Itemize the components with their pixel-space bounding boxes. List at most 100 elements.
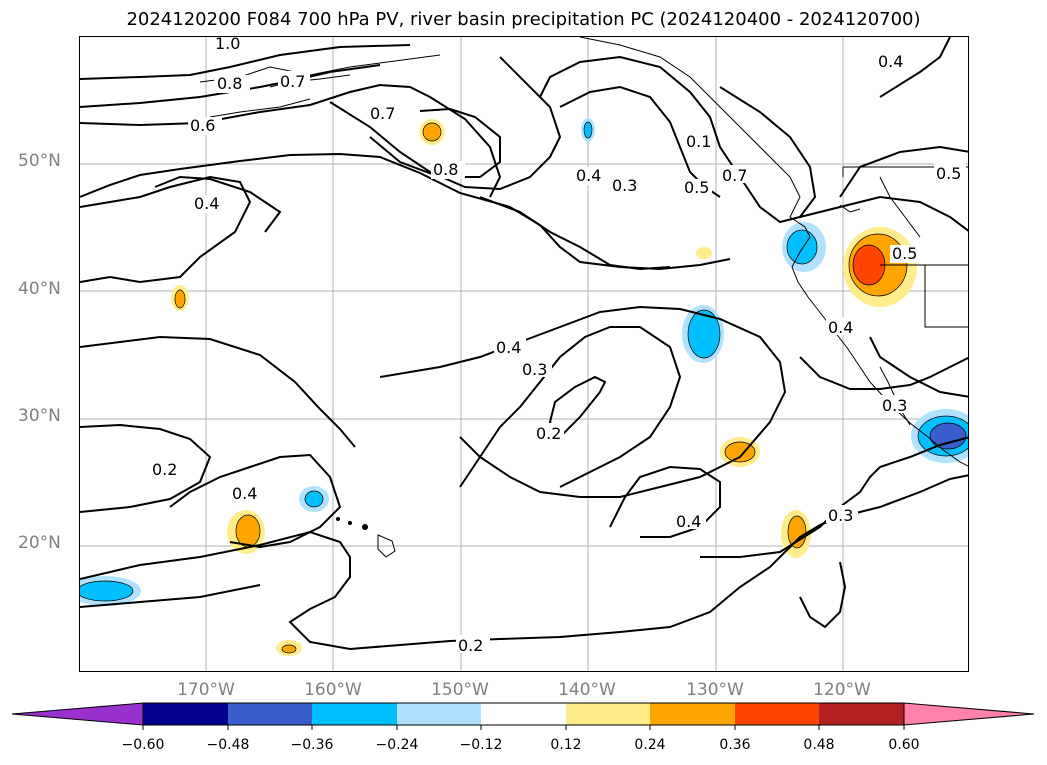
pv-contour-0.2c [80, 474, 968, 651]
contour-label: 0.4 [878, 52, 903, 71]
pv-contour-0.4i [799, 356, 968, 390]
contour-label: 0.3 [612, 176, 637, 195]
colorbar-tick-label: 0.60 [888, 737, 920, 753]
pv-contour-0.4f [379, 305, 787, 498]
pv-contour-0.8b [369, 107, 501, 178]
pv-contour-0.8 [80, 44, 411, 80]
colorbar-segment [228, 703, 312, 725]
precip-anomaly-negative [583, 121, 593, 139]
contour-label-bg [890, 245, 920, 263]
contour-label: 0.3 [882, 396, 907, 415]
precip-anomaly-positive [787, 515, 807, 549]
borders [842, 166, 968, 328]
contour-label-bg [682, 179, 712, 197]
lon-label-160w: 160°W [304, 680, 362, 700]
contour-label-bg [684, 133, 714, 151]
contour-label-bg [826, 317, 858, 335]
contour-label: 0.8 [433, 160, 458, 179]
colorbar-tick-label: 0.36 [719, 737, 751, 753]
colorbar-segment [11, 702, 144, 726]
map-title: 2024120200 F084 700 hPa PV, river basin … [126, 9, 921, 30]
island-maui [362, 524, 368, 530]
colorbar-segment [481, 703, 566, 725]
coastline-north-america [579, 37, 968, 467]
contour-label-bg [188, 117, 222, 135]
colorbar-segment [735, 703, 819, 725]
lat-label-40n: 40°N [18, 279, 61, 299]
pv-contour-0.4h [609, 465, 721, 538]
colorbar-tick-label: −0.24 [375, 737, 419, 753]
colorbar-segment [143, 703, 228, 725]
precip-anomaly-positive [696, 247, 712, 259]
contour-label: 0.4 [676, 512, 701, 531]
contour-label: 1.0 [215, 37, 240, 53]
contour-label: 0.2 [536, 424, 561, 443]
precip-anomaly-positive [422, 122, 442, 142]
map-canvas: 1.0 0.8 0.7 0.6 0.7 0.8 0.4 0.4 0.3 0.1 … [80, 37, 968, 671]
contour-label: 0.5 [684, 178, 709, 197]
pv-contour-0.3c [700, 436, 968, 558]
pv-contour-0.5c [839, 145, 968, 198]
precip-anomaly-negative [304, 490, 324, 508]
pv-contour-0.4d [80, 175, 252, 284]
pv-contour-0.5b [799, 195, 968, 232]
contour-label: 0.4 [194, 194, 219, 213]
contour-label: 0.8 [217, 74, 242, 93]
pv-contour-0.3d [869, 336, 968, 398]
contour-label: 0.4 [828, 318, 853, 337]
contour-label: 0.4 [232, 484, 257, 503]
lat-label-50n: 50°N [18, 151, 61, 171]
pv-contour-0.4j [879, 37, 951, 98]
precip-anomaly-negative [929, 422, 967, 450]
lat-label-30n: 30°N [18, 406, 61, 426]
contour-label: 0.2 [152, 460, 177, 479]
colorbar-segment [903, 702, 1035, 726]
pv-contour-0.2e [799, 561, 847, 629]
precip-anomaly-positive [235, 514, 261, 548]
island-hawaii [377, 534, 396, 558]
colorbar-ticks [142, 725, 905, 730]
precip-anomaly-negative [687, 309, 721, 359]
contour-label-bg [214, 75, 250, 93]
precip-anomaly-negative [80, 580, 134, 602]
pv-contour-0.4e [154, 175, 282, 233]
contour-label-bg [880, 395, 910, 413]
lat-label-20n: 20°N [18, 533, 61, 553]
precip-shading [80, 118, 968, 656]
pv-contour-0.3 [80, 335, 356, 448]
contour-label-bg [456, 635, 490, 653]
colorbar-segment [819, 703, 904, 725]
precip-anomaly-negative [786, 229, 818, 265]
contour-label-bg [876, 51, 908, 69]
precip-anomaly-positive [281, 644, 297, 654]
colorbar-tick-label: −0.60 [121, 737, 165, 753]
contour-label-bg [192, 195, 224, 213]
contour-label-bg [826, 505, 858, 523]
pv-contour-0.4 [80, 152, 731, 271]
lon-label-120w: 120°W [813, 680, 871, 700]
colorbar-segment [650, 703, 735, 725]
colorbar-segment [312, 703, 397, 725]
contour-label: 0.2 [458, 636, 483, 655]
colorbar-segment [566, 703, 650, 725]
contour-labels: 1.0 0.8 0.7 0.6 0.7 0.8 0.4 0.4 0.3 0.1 … [150, 37, 966, 655]
contour-label: 0.5 [936, 164, 961, 183]
contour-label-bg [720, 165, 752, 183]
colorbar-tick-label: 0.24 [634, 737, 666, 753]
colorbar-tick-label: −0.12 [459, 737, 503, 753]
contour-label: 0.7 [280, 72, 305, 91]
contour-label: 0.3 [522, 360, 547, 379]
colorbar [11, 702, 1035, 730]
lon-label-130w: 130°W [686, 680, 744, 700]
lon-label-140w: 140°W [558, 680, 616, 700]
pv-contour-0.3b [459, 326, 682, 488]
colorbar-segment [397, 703, 481, 725]
pv-contour-0.2 [80, 423, 212, 513]
contour-label-bg [610, 177, 642, 195]
pv-contour-0.4g [169, 453, 342, 549]
colorbar-outline [142, 702, 905, 726]
contour-label-bg [230, 483, 262, 501]
contour-label-bg [150, 459, 180, 477]
pv-contour-0.2d [80, 584, 261, 608]
map-panel: 1.0 0.8 0.7 0.6 0.7 0.8 0.4 0.4 0.3 0.1 … [79, 36, 969, 672]
